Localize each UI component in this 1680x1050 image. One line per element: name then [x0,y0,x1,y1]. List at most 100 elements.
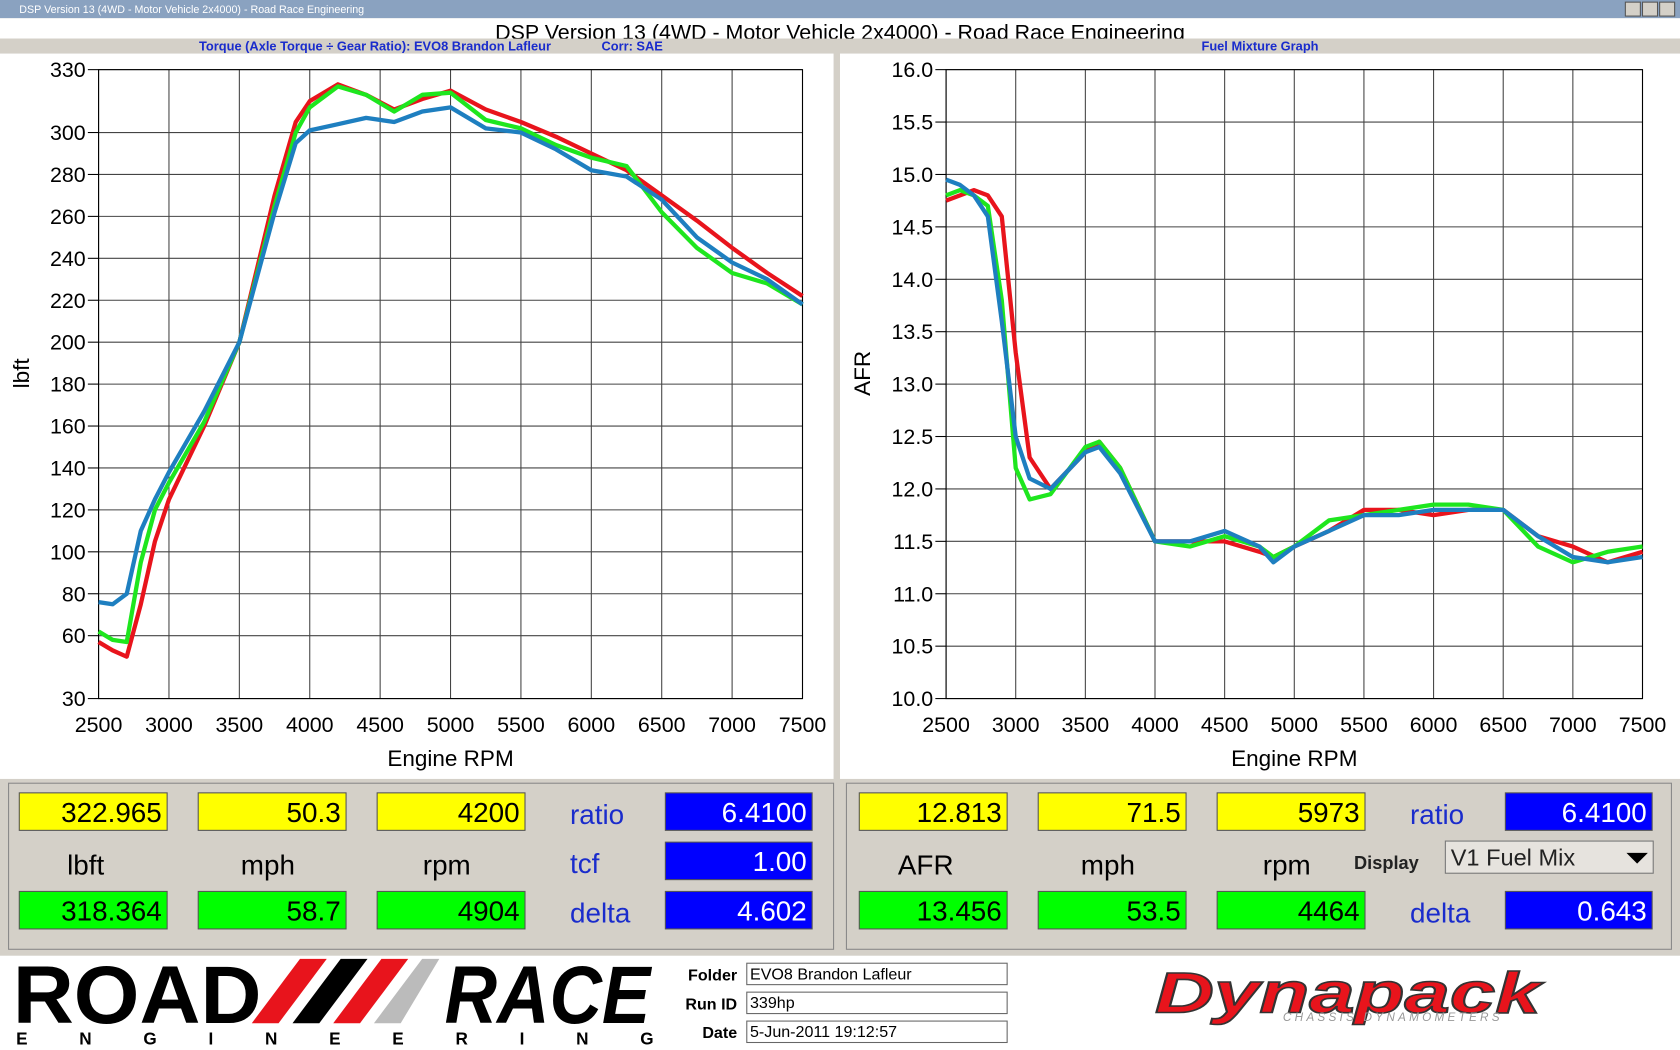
y-tick-label: 14.0 [892,268,934,292]
y-tick-label: 80 [62,582,86,606]
side-value-box [664,890,813,930]
x-tick-label: 7000 [708,713,756,737]
x-tick-label: 6500 [1479,713,1527,737]
x-tick-label: 3000 [992,713,1040,737]
y-tick-label: 13.5 [892,320,934,344]
y-tick-label: 16.0 [892,58,934,82]
x-axis-label: Engine RPM [387,746,513,771]
cursor-value-box [1216,792,1366,831]
field-label: Run ID [685,995,737,1013]
y-tick-label: 120 [50,498,86,522]
x-tick-label: 3500 [1062,713,1110,737]
y-tick-label: 280 [50,163,86,187]
x-tick-label: 5500 [1340,713,1388,737]
compare-value-box [197,890,347,930]
y-tick-label: 10.0 [892,687,934,711]
cursor-value: 71.5 [1127,797,1181,828]
logo-road: ROAD [13,950,262,1041]
display-label: Display [1354,853,1420,873]
compare-value-box [18,890,168,930]
subtitle-bar [0,38,1680,54]
logo-slash [333,958,409,1024]
x-tick-label: 7500 [779,713,827,737]
dropdown-arrow[interactable] [1626,852,1648,864]
side-value: 0.643 [1577,895,1647,926]
y-axis-label: AFR [850,351,875,396]
x-tick-label: 3000 [145,713,193,737]
side-value: 6.4100 [1562,797,1647,828]
unit-label: lbft [67,849,104,880]
brand-tagline: CHASSIS DYNAMOMETERS [1283,1011,1503,1024]
chart-title: Torque (Axle Torque ÷ Gear Ratio): EVO8 … [199,38,551,53]
y-tick-label: 13.0 [892,373,934,397]
plot-border [98,69,804,700]
chart-subtitle: Corr: SAE [601,38,663,53]
y-tick-label: 260 [50,205,86,229]
side-label: ratio [570,799,624,830]
x-tick-label: 7000 [1549,713,1597,737]
cursor-value: 322.965 [61,797,162,828]
cursor-value-box [197,792,347,831]
window-title: DSP Version 13 (4WD - Motor Vehicle 2x40… [19,4,364,16]
y-tick-label: 300 [50,121,86,145]
compare-value: 58.7 [287,895,341,926]
y-tick-label: 140 [50,456,86,480]
side-label: ratio [1410,799,1464,830]
y-tick-label: 30 [62,687,86,711]
cursor-value: 4200 [458,797,520,828]
side-value: 6.4100 [722,797,807,828]
side-value-box [664,841,813,881]
field-label: Date [702,1024,737,1042]
x-tick-label: 4500 [356,713,404,737]
y-axis-label: lbft [9,358,34,389]
field-box [746,1020,1008,1044]
brand-logo: Dynapack [1155,961,1545,1025]
side-label: delta [1410,898,1471,929]
x-tick-label: 5500 [497,713,545,737]
field-box [746,991,1008,1015]
unit-label: rpm [1263,849,1311,880]
header-bar [0,18,1680,39]
y-tick-label: 12.0 [892,477,934,501]
y-tick-label: 15.5 [892,111,934,135]
y-tick-label: 60 [62,624,86,648]
side-value: 1.00 [753,846,807,877]
restore-button[interactable] [1641,1,1659,17]
y-tick-label: 100 [50,540,86,564]
compare-value: 4464 [1298,895,1360,926]
cursor-value: 5973 [1298,797,1360,828]
y-tick-label: 220 [50,289,86,313]
field-value: 339hp [750,994,795,1012]
unit-label: mph [241,849,295,880]
compare-value: 4904 [458,895,520,926]
display-dropdown[interactable] [1444,840,1654,874]
field-value: 5-Jun-2011 19:12:57 [750,1023,897,1041]
compare-value-box [376,890,526,930]
side-value: 4.602 [737,895,807,926]
x-tick-label: 6000 [568,713,616,737]
compare-value: 53.5 [1127,895,1181,926]
display-button[interactable] [1347,848,1425,877]
cursor-value: 12.813 [917,797,1002,828]
x-tick-label: 7500 [1619,713,1667,737]
minimize-button[interactable] [1624,1,1641,17]
side-label: delta [570,898,631,929]
logo-slash [251,958,327,1024]
cursor-value-box [858,792,1008,831]
side-value-box [1504,792,1653,831]
y-tick-label: 240 [50,247,86,271]
logo-slash [373,958,440,1024]
series-line [945,177,1643,565]
x-tick-label: 2500 [922,713,970,737]
x-axis-label: Engine RPM [1231,746,1357,771]
compare-value: 13.456 [917,895,1002,926]
cursor-value-box [18,792,168,831]
plot-border [945,69,1644,700]
y-tick-label: 15.0 [892,163,934,187]
y-tick-label: 160 [50,415,86,439]
unit-label: AFR [898,849,954,880]
x-tick-label: 6000 [1410,713,1458,737]
field-box [746,962,1008,986]
close-button[interactable] [1659,1,1676,17]
